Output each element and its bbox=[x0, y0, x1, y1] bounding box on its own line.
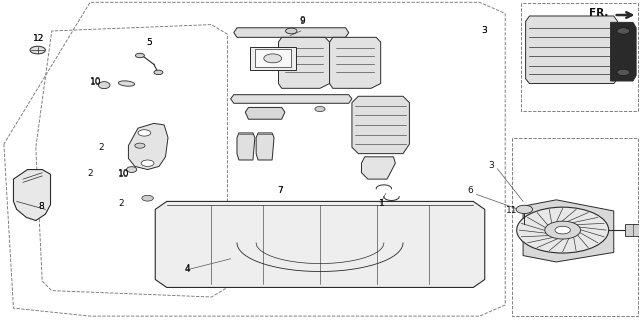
Circle shape bbox=[516, 207, 609, 253]
Ellipse shape bbox=[127, 167, 137, 172]
Polygon shape bbox=[13, 170, 51, 220]
Text: 6: 6 bbox=[467, 186, 473, 195]
Polygon shape bbox=[278, 37, 330, 88]
Circle shape bbox=[142, 196, 154, 201]
Polygon shape bbox=[523, 200, 614, 262]
Circle shape bbox=[136, 53, 145, 58]
Text: 12: 12 bbox=[33, 35, 45, 44]
Ellipse shape bbox=[118, 81, 134, 86]
Text: 11: 11 bbox=[506, 206, 517, 215]
Polygon shape bbox=[362, 157, 396, 179]
Bar bbox=[255, 50, 291, 67]
Polygon shape bbox=[230, 95, 352, 103]
Circle shape bbox=[154, 70, 163, 75]
Text: 3: 3 bbox=[481, 26, 487, 35]
Circle shape bbox=[545, 221, 580, 239]
Text: 7: 7 bbox=[277, 186, 283, 195]
Circle shape bbox=[30, 46, 45, 54]
Text: 2: 2 bbox=[87, 169, 93, 178]
Text: 10: 10 bbox=[118, 169, 129, 178]
Polygon shape bbox=[237, 133, 255, 160]
Text: 4: 4 bbox=[185, 264, 191, 274]
Circle shape bbox=[138, 130, 151, 136]
Bar bbox=[250, 47, 296, 70]
Polygon shape bbox=[625, 224, 640, 236]
Text: 10: 10 bbox=[90, 77, 101, 86]
Text: 8: 8 bbox=[38, 202, 44, 211]
Polygon shape bbox=[330, 37, 381, 88]
Text: 9: 9 bbox=[300, 17, 305, 26]
Text: 2: 2 bbox=[99, 143, 104, 152]
Circle shape bbox=[135, 143, 145, 148]
Text: FR.: FR. bbox=[589, 8, 609, 19]
Polygon shape bbox=[129, 123, 168, 170]
Text: 4: 4 bbox=[185, 265, 191, 274]
Polygon shape bbox=[256, 133, 274, 160]
Polygon shape bbox=[156, 201, 484, 287]
Circle shape bbox=[516, 205, 532, 213]
Text: 8: 8 bbox=[38, 202, 44, 211]
Text: 5: 5 bbox=[146, 38, 152, 47]
Text: 10: 10 bbox=[90, 78, 101, 87]
Text: 7: 7 bbox=[277, 187, 283, 196]
Text: 3: 3 bbox=[488, 161, 494, 170]
Polygon shape bbox=[525, 16, 618, 84]
Circle shape bbox=[315, 107, 325, 112]
Text: 1: 1 bbox=[379, 199, 385, 208]
Text: 5: 5 bbox=[146, 38, 152, 47]
Polygon shape bbox=[352, 96, 410, 154]
Circle shape bbox=[264, 54, 282, 63]
Text: 9: 9 bbox=[300, 16, 305, 25]
Text: 3: 3 bbox=[481, 27, 487, 36]
Text: 2: 2 bbox=[118, 199, 124, 208]
Polygon shape bbox=[234, 28, 349, 37]
Polygon shape bbox=[245, 108, 285, 119]
Text: 10: 10 bbox=[118, 170, 129, 179]
Polygon shape bbox=[611, 22, 636, 81]
Circle shape bbox=[141, 160, 154, 166]
Text: 12: 12 bbox=[33, 34, 45, 43]
Ellipse shape bbox=[99, 82, 110, 89]
Text: 1: 1 bbox=[379, 198, 385, 207]
Circle shape bbox=[617, 69, 630, 76]
Circle shape bbox=[285, 28, 297, 34]
Circle shape bbox=[617, 28, 630, 34]
Circle shape bbox=[555, 226, 570, 234]
